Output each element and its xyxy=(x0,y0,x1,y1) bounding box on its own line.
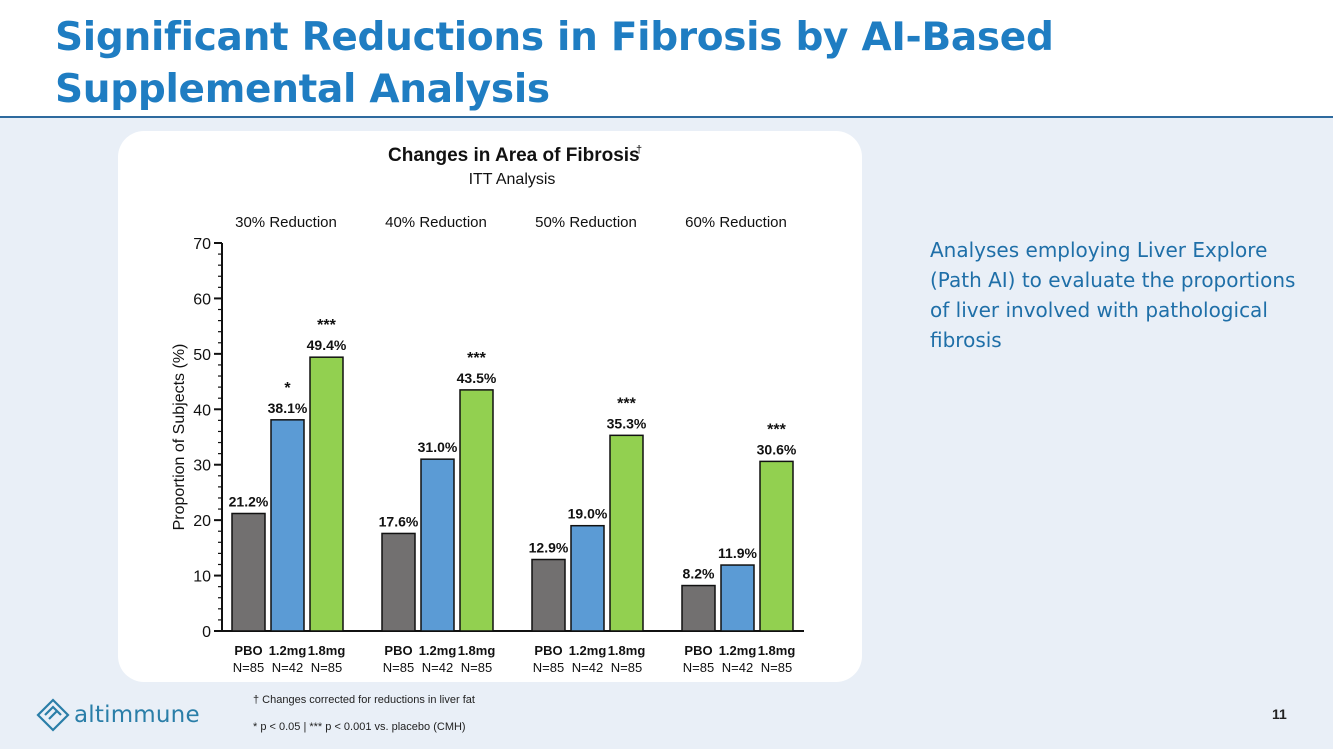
data-label: 43.5% xyxy=(457,370,497,386)
data-label: 31.0% xyxy=(418,439,458,455)
bar xyxy=(531,558,566,632)
x-tick-label: 1.2mg xyxy=(419,643,457,658)
bar xyxy=(609,434,644,632)
bar xyxy=(459,389,494,632)
slide-title-line2: Supplemental Analysis xyxy=(55,67,550,112)
x-tick-label: PBO xyxy=(384,643,412,658)
bar xyxy=(381,532,416,632)
group-label: 30% Reduction xyxy=(235,214,337,231)
x-tick-label: PBO xyxy=(684,643,712,658)
y-tick-label: 70 xyxy=(193,236,211,253)
x-tick-n-label: N=42 xyxy=(422,660,453,675)
x-tick-label: PBO xyxy=(534,643,562,658)
y-tick-label: 40 xyxy=(193,402,211,419)
x-tick-n-label: N=85 xyxy=(383,660,414,675)
y-tick-label: 60 xyxy=(193,291,211,308)
header-bar: Significant Reductions in Fibrosis by AI… xyxy=(0,0,1333,118)
data-label: 30.6% xyxy=(757,441,797,457)
x-tick-label: 1.8mg xyxy=(758,643,796,658)
x-tick-n-label: N=85 xyxy=(311,660,342,675)
footnote-significance: * p < 0.05 | *** p < 0.001 vs. placebo (… xyxy=(253,721,466,733)
chart-title: Changes in Area of Fibrosis xyxy=(388,145,640,166)
data-label: 19.0% xyxy=(568,506,608,522)
group-label: 40% Reduction xyxy=(385,214,487,231)
y-axis-label: Proportion of Subjects (%) xyxy=(171,344,188,531)
analysis-note: Analyses employing Liver Explore (Path A… xyxy=(930,238,1296,352)
chart-title-superscript: † xyxy=(636,144,642,156)
group-label: 60% Reduction xyxy=(685,214,787,231)
data-label: 38.1% xyxy=(268,400,308,416)
footnote-liver-fat: † Changes corrected for reductions in li… xyxy=(253,694,475,706)
x-tick-n-label: N=85 xyxy=(461,660,492,675)
data-label: 49.4% xyxy=(307,337,347,353)
y-tick-label: 50 xyxy=(193,347,211,364)
significance-marker: *** xyxy=(467,350,486,367)
logo-text: altimmune xyxy=(74,702,200,728)
x-tick-label: 1.2mg xyxy=(569,643,607,658)
x-tick-n-label: N=85 xyxy=(761,660,792,675)
bar xyxy=(231,512,266,632)
x-tick-label: 1.2mg xyxy=(269,643,307,658)
bar-chart: Changes in Area of Fibrosis† ITT Analysis… xyxy=(171,144,804,675)
data-label: 21.2% xyxy=(229,493,269,509)
x-tick-label: 1.8mg xyxy=(308,643,346,658)
slide-title: Significant Reductions in Fibrosis by AI… xyxy=(55,12,1255,116)
altimmune-logo: altimmune xyxy=(36,698,200,732)
x-tick-n-label: N=85 xyxy=(233,660,264,675)
x-tick-n-label: N=85 xyxy=(683,660,714,675)
x-tick-n-label: N=42 xyxy=(572,660,603,675)
data-label: 12.9% xyxy=(529,539,569,555)
y-tick-label: 30 xyxy=(193,458,211,475)
x-tick-n-label: N=85 xyxy=(533,660,564,675)
bar xyxy=(270,419,305,632)
data-label: 8.2% xyxy=(683,566,715,582)
bar xyxy=(720,564,755,632)
x-tick-n-label: N=42 xyxy=(722,660,753,675)
significance-marker: *** xyxy=(767,421,786,438)
bar xyxy=(309,356,344,632)
logo-diamond-icon xyxy=(36,698,70,732)
y-tick-label: 10 xyxy=(193,569,211,586)
group-label: 50% Reduction xyxy=(535,214,637,231)
page-number: 11 xyxy=(1272,706,1287,722)
significance-marker: *** xyxy=(617,395,636,412)
data-label: 17.6% xyxy=(379,513,419,529)
x-tick-n-label: N=42 xyxy=(272,660,303,675)
chart-subtitle: ITT Analysis xyxy=(469,171,556,188)
bar xyxy=(759,460,794,632)
slide-title-line1: Significant Reductions in Fibrosis by AI… xyxy=(55,15,1054,60)
y-tick-label: 0 xyxy=(202,624,211,641)
bar xyxy=(420,458,455,632)
y-tick-label: 20 xyxy=(193,513,211,530)
x-tick-label: PBO xyxy=(234,643,262,658)
data-label: 35.3% xyxy=(607,415,647,431)
x-tick-label: 1.2mg xyxy=(719,643,757,658)
significance-marker: *** xyxy=(317,317,336,334)
significance-marker: * xyxy=(284,380,291,397)
data-label: 11.9% xyxy=(718,545,757,561)
bar xyxy=(570,524,605,632)
bar xyxy=(681,584,716,632)
x-tick-n-label: N=85 xyxy=(611,660,642,675)
x-tick-label: 1.8mg xyxy=(608,643,646,658)
x-tick-label: 1.8mg xyxy=(458,643,496,658)
